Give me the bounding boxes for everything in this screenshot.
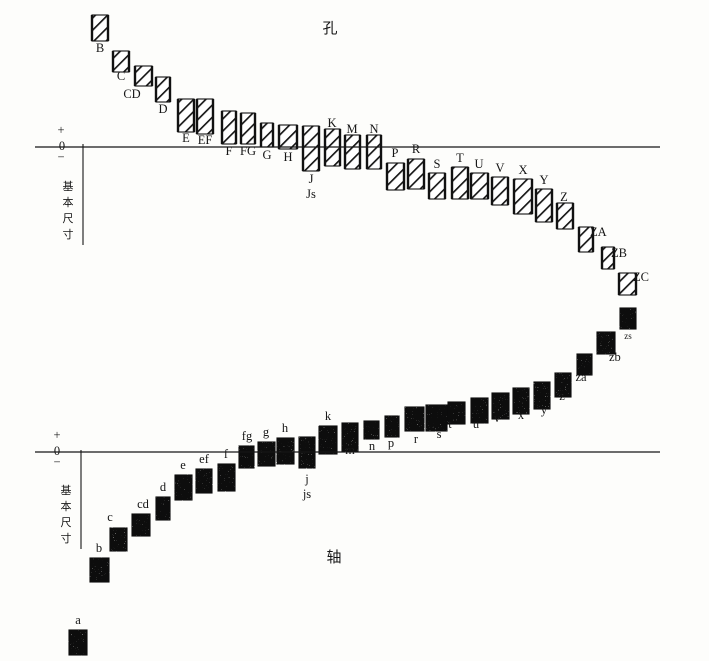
svg-text:B: B bbox=[96, 41, 104, 55]
svg-text:fg: fg bbox=[242, 429, 253, 443]
svg-text:S: S bbox=[434, 157, 441, 171]
svg-text:M: M bbox=[346, 122, 357, 136]
svg-text:尺: 尺 bbox=[61, 517, 72, 529]
svg-text:D: D bbox=[158, 102, 167, 116]
svg-text:孔: 孔 bbox=[322, 20, 337, 37]
svg-text:Js: Js bbox=[306, 187, 316, 201]
svg-text:本: 本 bbox=[61, 499, 72, 513]
svg-text:尺: 尺 bbox=[63, 213, 74, 225]
svg-text:基: 基 bbox=[63, 180, 74, 193]
svg-text:x: x bbox=[518, 408, 525, 422]
svg-text:e: e bbox=[180, 458, 186, 472]
svg-text:c: c bbox=[107, 510, 113, 524]
svg-text:js: js bbox=[302, 487, 311, 501]
svg-text:h: h bbox=[282, 421, 289, 435]
svg-text:Y: Y bbox=[539, 173, 548, 187]
svg-text:Z: Z bbox=[560, 190, 568, 204]
svg-text:s: s bbox=[437, 427, 442, 441]
svg-text:p: p bbox=[388, 436, 394, 450]
svg-text:d: d bbox=[160, 480, 167, 494]
svg-text:R: R bbox=[412, 142, 421, 156]
svg-text:ef: ef bbox=[199, 452, 210, 466]
svg-text:K: K bbox=[327, 116, 336, 130]
svg-text:寸: 寸 bbox=[61, 531, 72, 545]
svg-text:轴: 轴 bbox=[326, 549, 341, 566]
svg-text:T: T bbox=[456, 151, 464, 165]
svg-text:z: z bbox=[559, 389, 565, 403]
svg-text:v: v bbox=[494, 411, 501, 425]
svg-text:EF: EF bbox=[198, 133, 213, 147]
svg-text:基: 基 bbox=[61, 484, 72, 497]
svg-text:n: n bbox=[369, 439, 376, 453]
svg-text:y: y bbox=[541, 403, 548, 417]
svg-text:CD: CD bbox=[123, 87, 140, 101]
svg-text:−: − bbox=[53, 455, 60, 469]
svg-text:X: X bbox=[518, 163, 527, 177]
svg-text:FG: FG bbox=[240, 144, 256, 158]
svg-text:zb: zb bbox=[609, 350, 621, 364]
svg-text:本: 本 bbox=[63, 195, 74, 209]
svg-text:za: za bbox=[575, 370, 587, 384]
svg-text:ZC: ZC bbox=[633, 270, 649, 284]
svg-text:J: J bbox=[309, 172, 314, 186]
svg-text:寸: 寸 bbox=[63, 227, 74, 241]
svg-text:ZA: ZA bbox=[590, 225, 607, 239]
svg-text:t: t bbox=[448, 417, 452, 431]
svg-text:k: k bbox=[325, 409, 332, 423]
svg-text:j: j bbox=[304, 472, 308, 486]
svg-text:V: V bbox=[495, 161, 504, 175]
svg-text:b: b bbox=[96, 541, 102, 555]
svg-text:zs: zs bbox=[624, 331, 632, 341]
svg-text:G: G bbox=[262, 148, 271, 162]
svg-text:a: a bbox=[75, 613, 81, 627]
svg-text:C: C bbox=[117, 69, 125, 83]
svg-text:F: F bbox=[226, 144, 233, 158]
svg-text:cd: cd bbox=[137, 497, 150, 511]
svg-text:+: + bbox=[57, 123, 64, 137]
svg-text:E: E bbox=[182, 131, 190, 145]
svg-text:ZB: ZB bbox=[611, 246, 627, 260]
svg-text:m: m bbox=[345, 443, 355, 457]
svg-text:H: H bbox=[283, 150, 292, 164]
svg-text:+: + bbox=[53, 428, 60, 442]
svg-text:u: u bbox=[473, 417, 480, 431]
svg-text:U: U bbox=[474, 157, 483, 171]
svg-text:N: N bbox=[369, 122, 378, 136]
svg-text:P: P bbox=[392, 146, 399, 160]
svg-text:g: g bbox=[263, 425, 270, 439]
svg-text:−: − bbox=[57, 150, 64, 164]
